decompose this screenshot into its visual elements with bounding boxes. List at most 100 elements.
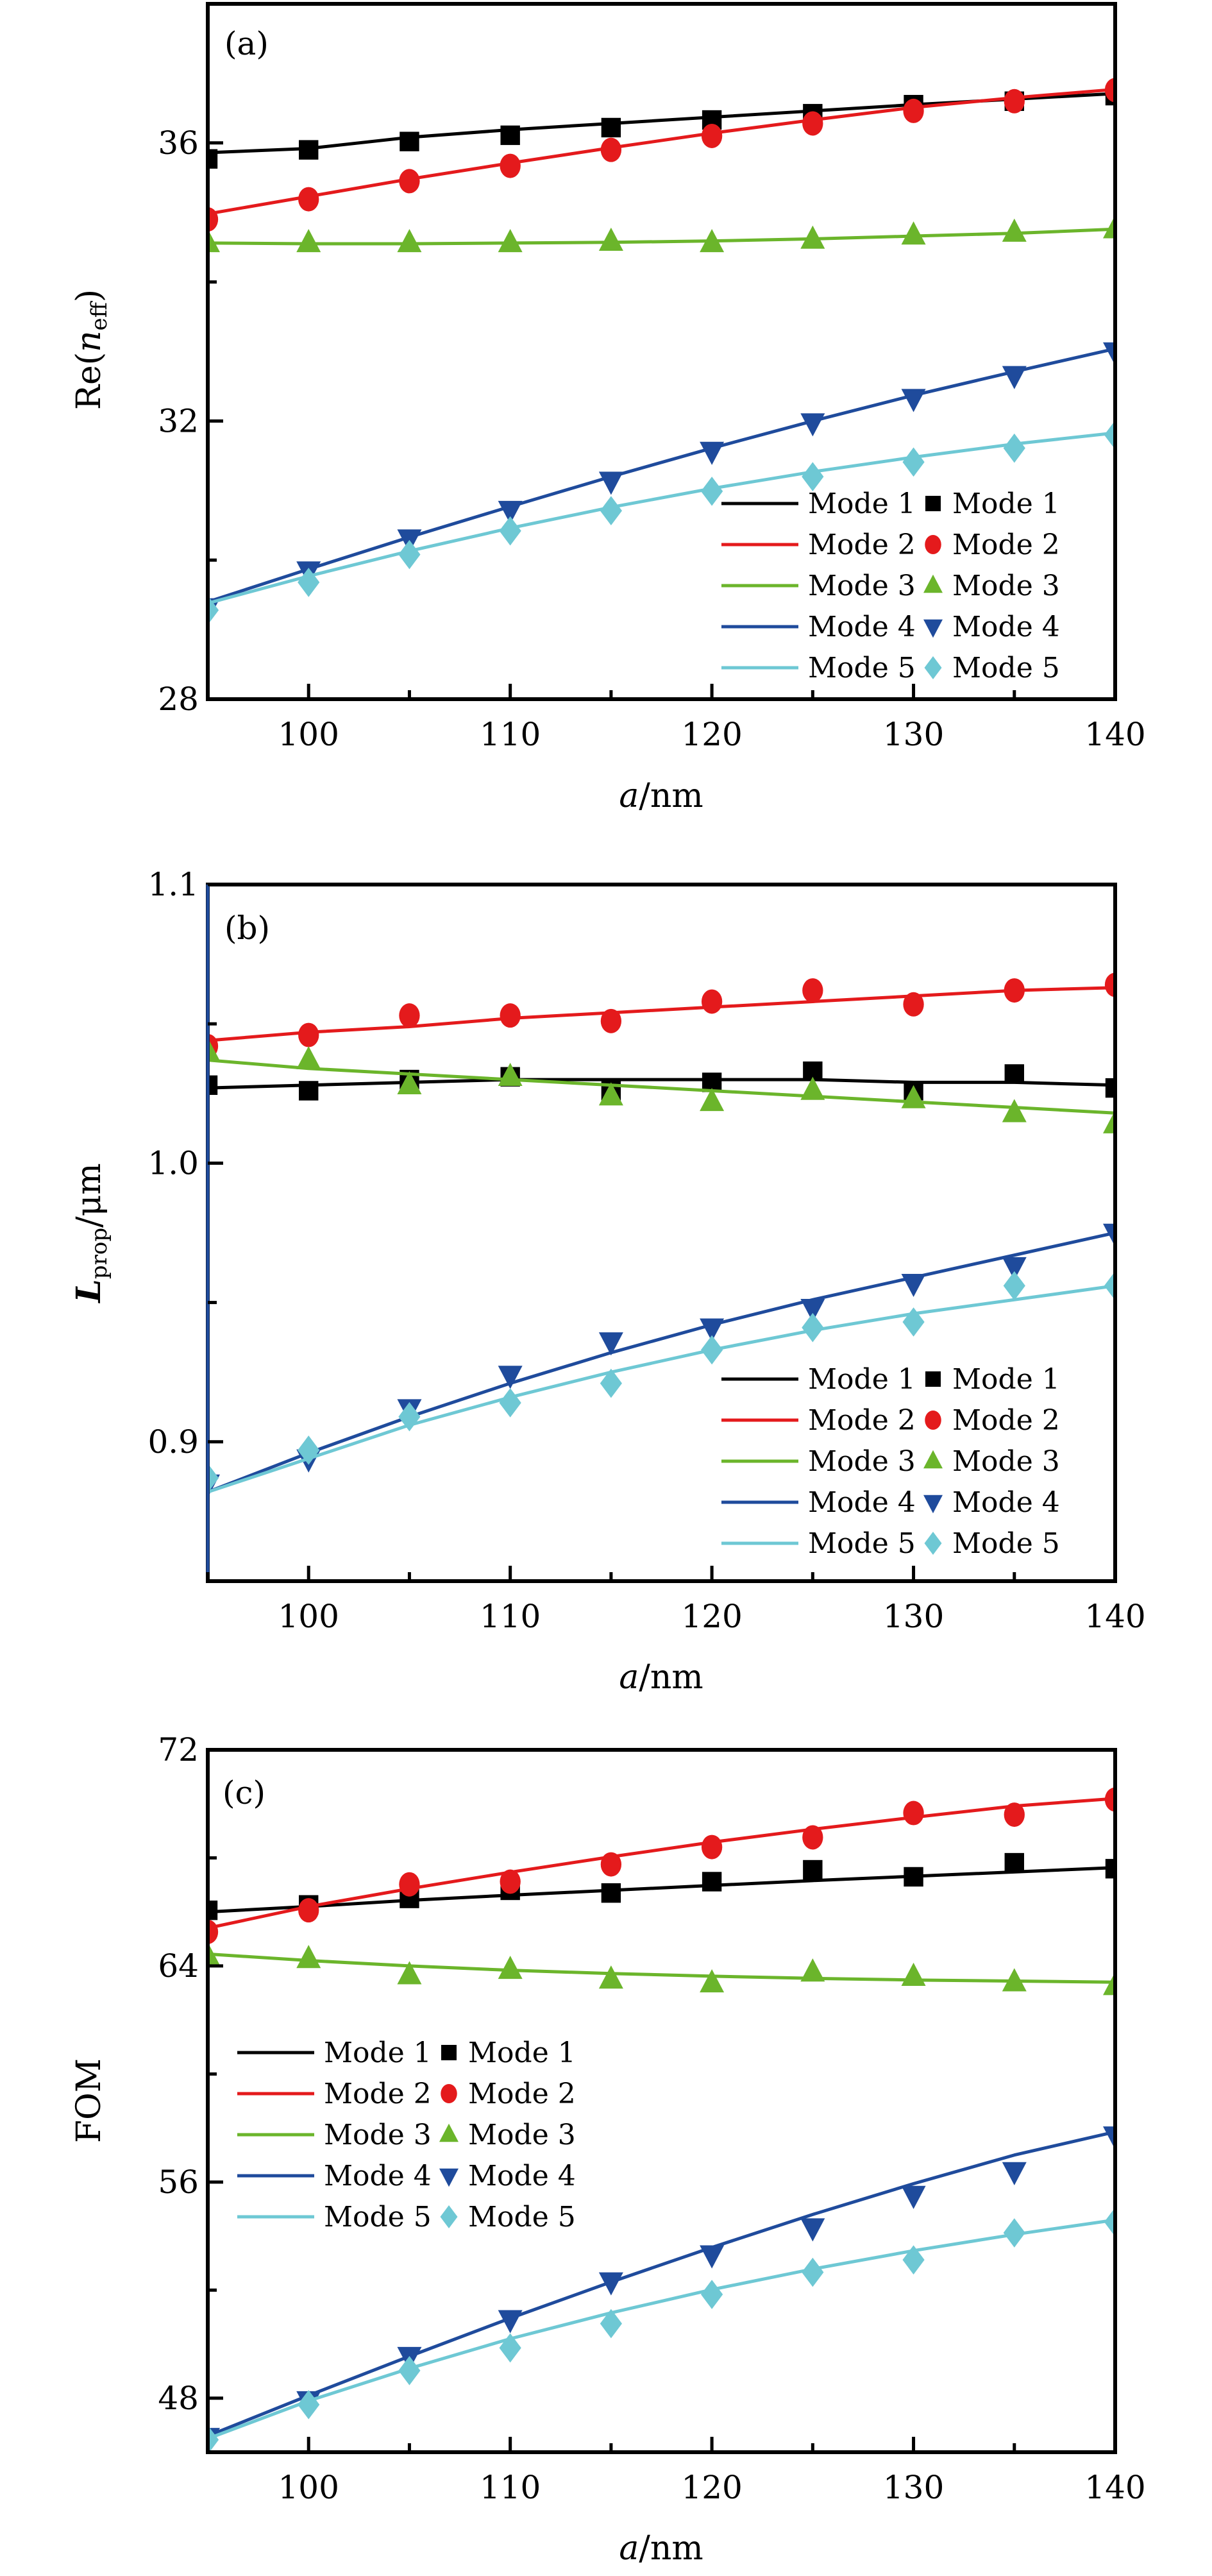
x-tick-label: 120 [681, 2469, 742, 2506]
data-point-mode-5 [701, 477, 723, 506]
x-tick-label: 130 [883, 1598, 944, 1635]
data-point-mode-1 [601, 117, 621, 138]
data-point-mode-3 [397, 1961, 422, 1985]
legend-marker-swatch [441, 2084, 457, 2103]
series-line-2 [208, 986, 1115, 1042]
legend: Mode 1 Mode 1 Mode 2 Mode 2 Mode 3 Mode 3 Mode… [237, 2037, 576, 2233]
data-point-mode-3 [397, 229, 422, 253]
data-point-mode-2 [701, 1835, 723, 1860]
legend-label: Mode 5 [952, 1527, 1060, 1560]
series-line-4 [208, 1231, 1115, 1494]
legend-marker-swatch [924, 656, 942, 679]
data-point-mode-2 [1104, 972, 1115, 997]
legend-label: Mode 2 [952, 529, 1060, 561]
data-point-mode-4 [498, 500, 523, 525]
legend-marker-swatch [925, 535, 941, 554]
data-point-mode-4 [1103, 342, 1115, 366]
data-point-mode-2 [298, 1022, 319, 1047]
data-point-mode-1 [803, 1860, 823, 1880]
data-point-mode-5 [902, 447, 925, 477]
data-point-mode-5 [1003, 433, 1025, 463]
legend-label: Mode 4 [324, 2160, 432, 2192]
legend-label: Mode 3 [468, 2119, 576, 2151]
data-point-mode-3 [901, 221, 926, 245]
data-point-mode-1 [702, 1872, 722, 1892]
legend-label: Mode 3 [808, 570, 916, 602]
series-line-2 [208, 1797, 1115, 1930]
data-point-mode-3 [1103, 1110, 1115, 1133]
legend-label: Mode 1 [324, 2037, 432, 2069]
x-axis-label: a/nm [619, 1658, 703, 1697]
legend-marker-swatch [439, 2168, 459, 2187]
y-tick-label: 0.9 [147, 1423, 199, 1461]
data-point-mode-4 [598, 471, 623, 495]
data-point-mode-3 [1002, 1099, 1027, 1123]
data-point-mode-2 [208, 207, 219, 232]
legend-marker-swatch [925, 496, 941, 511]
data-point-mode-2 [399, 1003, 420, 1028]
y-tick-label: 1.0 [147, 1144, 199, 1182]
data-point-mode-5 [298, 1436, 320, 1465]
data-point-mode-4 [1002, 1257, 1027, 1280]
legend-label: Mode 2 [324, 2078, 432, 2110]
legend-marker-swatch [441, 2045, 457, 2060]
series-line-1 [208, 1866, 1115, 1914]
y-tick-label: 1.1 [147, 866, 199, 903]
data-point-mode-1 [1105, 1859, 1115, 1879]
x-tick-label: 100 [278, 1598, 339, 1635]
data-point-mode-2 [600, 1008, 622, 1033]
plot-frame [206, 1748, 1117, 2454]
legend-marker-swatch [925, 1411, 941, 1430]
legend-marker-swatch [924, 1532, 942, 1555]
data-point-mode-1 [1004, 1852, 1024, 1873]
data-point-mode-5 [208, 1463, 219, 1493]
panel-label: (a) [224, 25, 269, 62]
data-point-mode-5 [208, 2425, 219, 2452]
panel-label: (b) [224, 910, 270, 947]
data-point-mode-4 [598, 2272, 623, 2296]
series-line-3 [208, 1058, 1115, 1115]
data-point-mode-3 [901, 1962, 926, 1987]
data-point-mode-5 [499, 2333, 521, 2363]
data-point-mode-5 [1104, 2207, 1115, 2237]
x-tick-label: 110 [480, 2469, 541, 2506]
series-line-2 [208, 87, 1115, 216]
data-point-mode-5 [802, 2257, 824, 2287]
legend-label: Mode 5 [808, 652, 916, 684]
data-point-mode-5 [1003, 1271, 1025, 1301]
series-line-5 [208, 2218, 1115, 2441]
legend-marker-swatch [923, 574, 943, 593]
legend: Mode 1 Mode 1 Mode 2 Mode 2 Mode 3 Mode 3 Mode… [721, 487, 1060, 684]
data-point-mode-5 [298, 568, 320, 597]
x-tick-label: 130 [883, 2469, 944, 2506]
legend-label: Mode 3 [952, 570, 1060, 602]
series-line-4 [208, 2130, 1115, 2438]
data-point-mode-3 [296, 1046, 321, 1069]
legend-label: Mode 4 [952, 611, 1060, 643]
data-point-mode-1 [1004, 1064, 1024, 1084]
data-point-mode-5 [398, 539, 421, 570]
data-point-mode-2 [701, 989, 723, 1014]
data-point-mode-3 [296, 229, 321, 253]
series-line-1 [208, 1078, 1115, 1090]
legend-label: Mode 2 [952, 1404, 1060, 1437]
data-point-mode-4 [800, 1299, 825, 1323]
legend-label: Mode 4 [808, 611, 916, 643]
plot-area [208, 78, 1115, 625]
data-point-mode-4 [1103, 1223, 1115, 1247]
x-tick-label: 130 [883, 716, 944, 753]
legend-label: Mode 3 [808, 1445, 916, 1478]
data-point-mode-5 [701, 1335, 723, 1365]
data-point-mode-5 [208, 595, 219, 625]
data-point-mode-5 [701, 2280, 723, 2309]
x-tick-label: 110 [480, 716, 541, 753]
panel-c: (c) a/nm FOM 100 110 120 130 140 48 56 64 72 Mode… [70, 1731, 1146, 2568]
legend-marker-swatch [923, 1450, 943, 1469]
data-point-mode-3 [800, 1076, 825, 1100]
x-tick-label: 100 [278, 716, 339, 753]
data-point-mode-5 [1104, 1271, 1115, 1301]
data-point-mode-4 [800, 2218, 825, 2242]
series-line-5 [208, 431, 1115, 605]
data-point-mode-1 [400, 131, 419, 151]
data-point-mode-3 [397, 1071, 422, 1095]
